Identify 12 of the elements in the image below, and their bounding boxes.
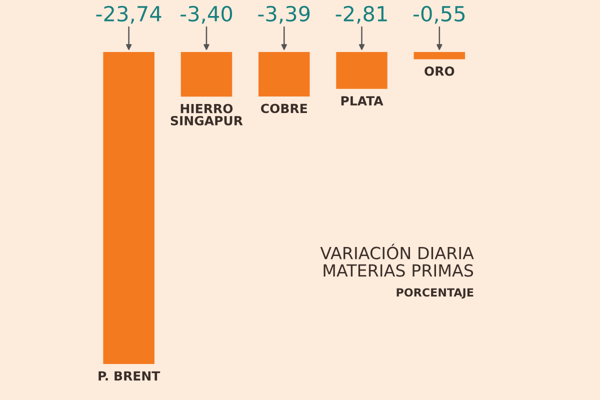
data-label: -0,55 (413, 6, 465, 24)
data-label: -3,40 (180, 6, 232, 24)
x-tick-label: ORO (424, 66, 454, 76)
data-label: -2,81 (336, 6, 387, 24)
x-tick-label: COBRE (260, 104, 307, 114)
x-tick-label: PLATA (341, 96, 384, 106)
text: PORCENTAJE (396, 288, 474, 299)
data-label: -3,39 (258, 6, 310, 24)
x-tick-label: P. BRENT (98, 371, 160, 380)
x-tick-label: HIERRO SINGAPUR (170, 104, 243, 126)
data-label: -23,74 (96, 6, 162, 24)
text: VARIACIÓN DIARIA MATERIAS PRIMAS (320, 244, 474, 277)
